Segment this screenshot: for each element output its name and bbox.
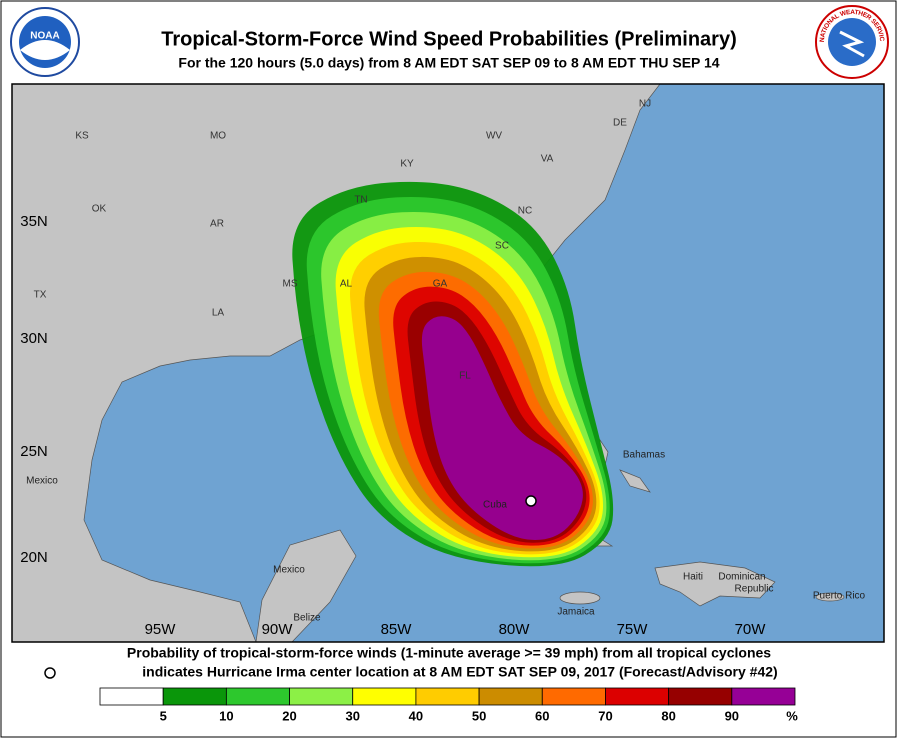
legend-tick: 10 (219, 708, 233, 723)
legend-tick: 20 (282, 708, 296, 723)
lat-labels: 35N 30N 25N 20N (20, 213, 48, 566)
state-label: VA (541, 154, 554, 165)
legend-swatch (289, 687, 354, 706)
lon-label: 95W (145, 621, 177, 638)
state-label: NJ (639, 99, 651, 110)
title: Tropical-Storm-Force Wind Speed Probabil… (161, 28, 737, 50)
lon-label: 80W (499, 621, 531, 638)
place-label: Bahamas (623, 450, 665, 461)
state-label: NC (518, 206, 532, 217)
place-label: Puerto Rico (813, 591, 866, 602)
state-label: MS (283, 279, 298, 290)
noaa-logo: NOAA (10, 7, 80, 77)
place-label: Mexico (273, 565, 305, 576)
storm-center-key (44, 667, 56, 679)
state-label: MO (210, 131, 226, 142)
hispaniola (654, 561, 776, 607)
legend-swatch (162, 687, 227, 706)
legend-swatch (225, 687, 290, 706)
legend-swatch (541, 687, 606, 706)
place-label: Belize (293, 613, 321, 624)
legend-swatch (415, 687, 480, 706)
probability-contours (292, 181, 614, 567)
state-label: TX (34, 290, 47, 301)
place-label: Republic (735, 584, 774, 595)
footer-line1: Probability of tropical-storm-force wind… (127, 645, 771, 661)
lon-label: 85W (381, 621, 413, 638)
place-label: Jamaica (557, 607, 595, 618)
contour (421, 316, 583, 540)
lat-label: 20N (20, 549, 48, 566)
lon-label: 75W (617, 621, 649, 638)
state-label: AL (340, 279, 353, 290)
subtitle: For the 120 hours (5.0 days) from 8 AM E… (178, 55, 719, 71)
legend-tick: 5 (160, 708, 167, 723)
place-label: Cuba (483, 500, 507, 511)
place-label: Dominican (718, 572, 765, 583)
state-label: DE (613, 118, 627, 129)
legend-swatch (668, 687, 733, 706)
legend-tick: 90 (725, 708, 739, 723)
lon-label: 70W (735, 621, 767, 638)
legend: 5 10 20 30 40 50 60 70 80 90% (99, 687, 798, 723)
state-label: LA (212, 308, 225, 319)
yucatan (255, 529, 357, 642)
puerto-rico (815, 592, 845, 602)
map: KS MO WV VA KY OK AR TN NC SC MS AL GA T… (12, 84, 884, 642)
state-label: FL (459, 371, 471, 382)
legend-swatch (99, 687, 164, 706)
legend-unit: % (786, 708, 798, 723)
state-label: WV (486, 131, 502, 142)
lat-label: 35N (20, 213, 48, 230)
legend-tick: 30 (345, 708, 359, 723)
legend-swatch (352, 687, 417, 706)
state-labels: KS MO WV VA KY OK AR TN NC SC MS AL GA T… (34, 99, 652, 382)
lat-label: 30N (20, 330, 48, 347)
legend-swatch (731, 687, 796, 706)
storm-center (525, 495, 537, 507)
jamaica (559, 591, 601, 605)
state-label: OK (92, 204, 107, 215)
state-label: GA (433, 279, 448, 290)
place-label: Haiti (683, 572, 703, 583)
legend-tick: 70 (598, 708, 612, 723)
place-labels: Mexico Mexico Bahamas Cuba Haiti Dominic… (26, 450, 865, 624)
legend-swatch (478, 687, 543, 706)
lat-label: 25N (20, 443, 48, 460)
lon-labels: 95W 90W 85W 80W 75W 70W (145, 621, 767, 638)
legend-tick: 50 (472, 708, 486, 723)
legend-tick: 40 (409, 708, 423, 723)
state-label: KS (75, 131, 89, 142)
state-label: AR (210, 219, 224, 230)
state-label: KY (400, 159, 414, 170)
place-label: Mexico (26, 476, 58, 487)
legend-tick: 60 (535, 708, 549, 723)
lon-label: 90W (262, 621, 294, 638)
map-frame (11, 83, 885, 643)
noaa-text: NOAA (30, 31, 59, 42)
state-label: SC (495, 241, 509, 252)
legend-tick: 80 (661, 708, 675, 723)
footer-line2: indicates Hurricane Irma center location… (142, 664, 777, 680)
state-label: TN (354, 195, 367, 206)
legend-swatch (605, 687, 670, 706)
